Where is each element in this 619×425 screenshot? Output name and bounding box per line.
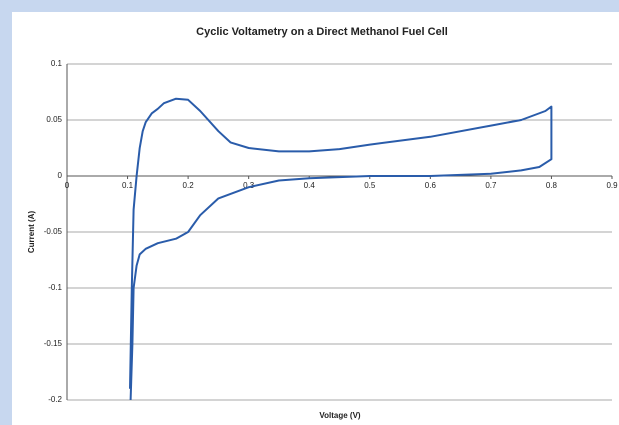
- x-tick-label: 0.8: [546, 181, 558, 190]
- y-tick-label: -0.05: [44, 227, 63, 236]
- y-tick-label: -0.2: [48, 395, 62, 404]
- y-tick-label: 0.1: [51, 59, 63, 68]
- x-tick-label: 0.3: [243, 181, 255, 190]
- x-tick-label: 0: [65, 181, 70, 190]
- x-tick-label: 0.7: [485, 181, 497, 190]
- y-axis-label: Current (A): [27, 211, 36, 254]
- x-tick-label: 0.5: [364, 181, 376, 190]
- y-tick-label: -0.1: [48, 283, 62, 292]
- x-tick-label: 0.6: [425, 181, 437, 190]
- x-tick-label: 0.9: [606, 181, 618, 190]
- chart-title: Cyclic Voltametry on a Direct Methanol F…: [196, 26, 448, 38]
- y-tick-label: 0.05: [46, 115, 62, 124]
- y-tick-label: -0.15: [44, 339, 63, 348]
- x-axis-label: Voltage (V): [319, 411, 361, 420]
- x-tick-label: 0.1: [122, 181, 134, 190]
- chart-area: [12, 12, 619, 425]
- data-line: [129, 97, 553, 401]
- x-tick-label: 0.2: [183, 181, 195, 190]
- y-tick-label: 0: [58, 171, 63, 180]
- x-tick-label: 0.4: [304, 181, 316, 190]
